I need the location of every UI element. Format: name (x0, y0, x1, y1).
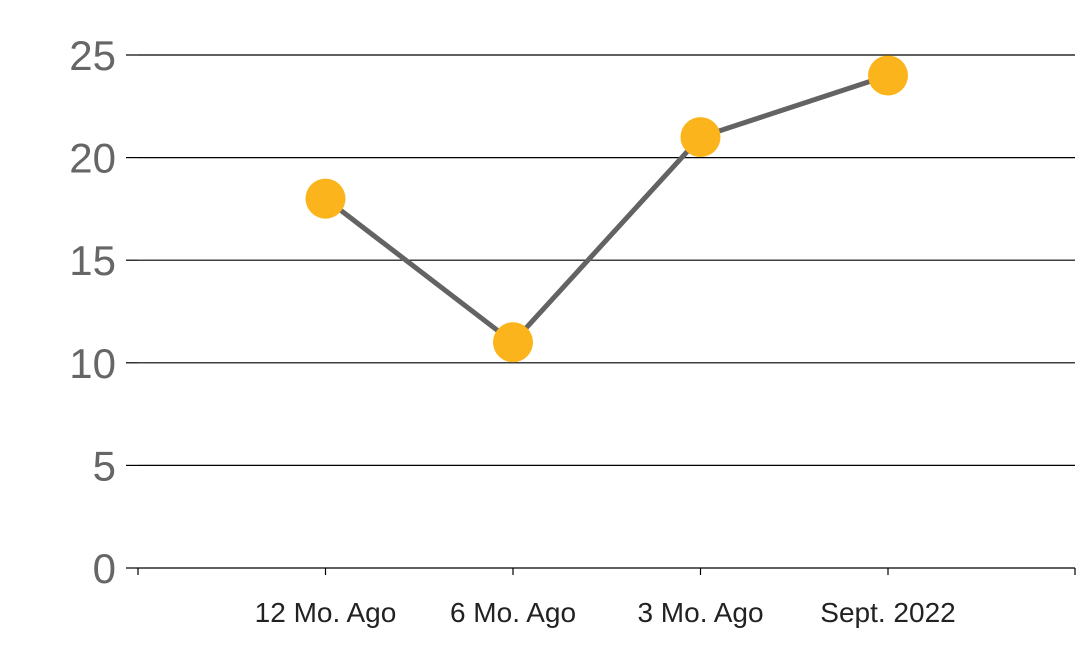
series-line (323, 73, 891, 345)
data-point (680, 117, 721, 158)
y-axis-ticks: 0 5 10 15 20 25 (69, 32, 116, 592)
y-tick-label: 25 (69, 32, 116, 79)
y-tick-label: 15 (69, 237, 116, 284)
y-tick-label: 5 (93, 442, 116, 489)
y-tick-label: 20 (69, 135, 116, 182)
x-axis-ticks: 12 Mo. Ago 6 Mo. Ago 3 Mo. Ago Sept. 2022 (255, 597, 956, 628)
x-tick-label: Sept. 2022 (820, 597, 955, 628)
x-tick-label: 6 Mo. Ago (450, 597, 576, 628)
x-tick-label: 12 Mo. Ago (255, 597, 397, 628)
data-point (305, 178, 346, 219)
gridlines (138, 54, 1075, 466)
x-tick-label: 3 Mo. Ago (637, 597, 763, 628)
series (305, 55, 908, 363)
data-point (868, 55, 908, 96)
y-tick-label: 10 (69, 340, 116, 387)
x-axis (126, 54, 1076, 575)
data-point (493, 322, 533, 363)
y-tick-label: 0 (93, 545, 116, 592)
